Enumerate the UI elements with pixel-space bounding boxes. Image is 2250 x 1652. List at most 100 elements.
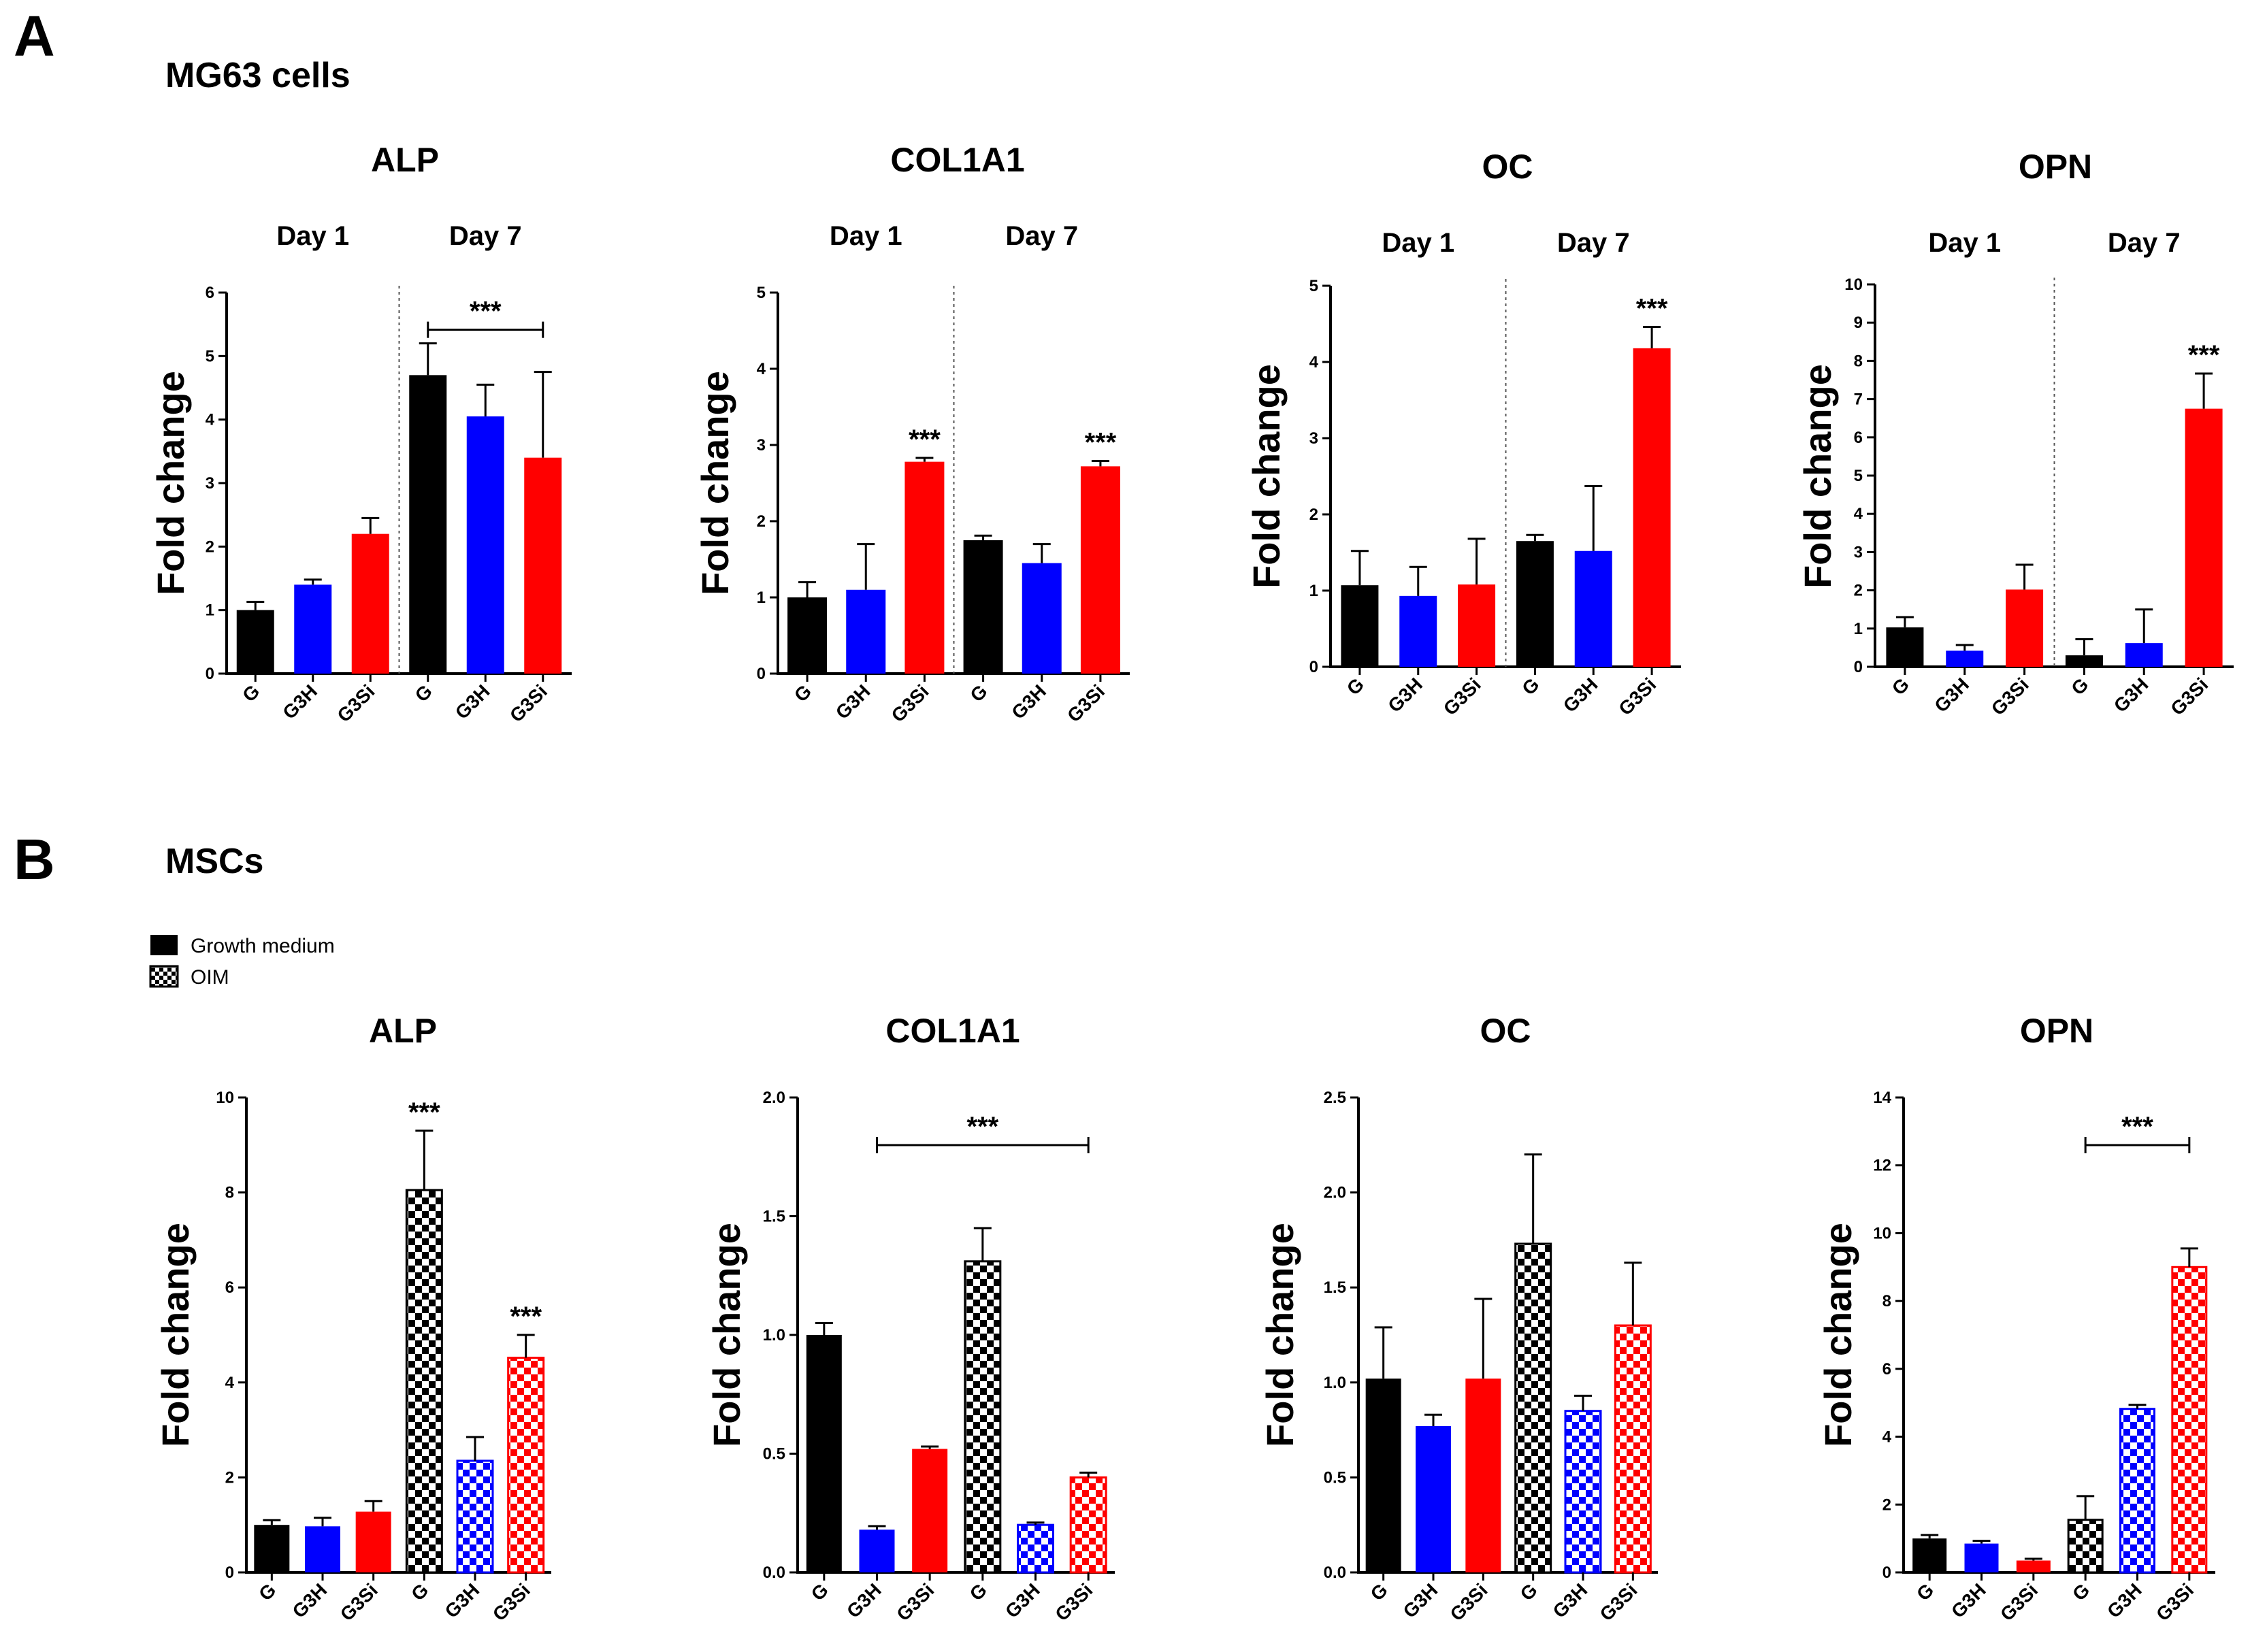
group-label: Day 7 [1557,228,1630,258]
category-label: G3H [2103,1579,2146,1622]
bar [806,1335,842,1572]
category-label: G3H [1549,1579,1592,1622]
category-label: G [1912,1579,1938,1604]
y-tick-label: 1 [206,601,214,620]
bar [1633,348,1671,667]
chart-title: ALP [369,1012,437,1050]
category-label: G3Si [1063,680,1109,726]
category-label: G3Si [1596,1579,1642,1625]
y-tick-label: 2 [1882,1496,1891,1514]
significance-label: *** [909,425,941,455]
category-label: G3Si [489,1579,534,1625]
y-tick-label: 7 [1854,391,1863,409]
category-label: G3Si [2152,1579,2198,1625]
bar [1946,650,1984,667]
bar [964,1260,1002,1574]
bar [1886,627,1924,667]
category-label: G3H [1930,674,1973,716]
y-tick-label: 5 [757,284,766,302]
significance-label: *** [2188,340,2220,370]
bar [846,589,886,674]
category-label: G3H [1007,680,1050,723]
bar [507,1357,545,1574]
y-axis-label: Fold change [1796,364,1839,589]
y-tick-label: 0 [225,1564,234,1582]
chart-title: COL1A1 [890,141,1024,179]
y-axis-label: Fold change [694,371,736,595]
bar [2016,1560,2051,1572]
y-tick-label: 2 [1854,582,1863,600]
bar [1017,1523,1054,1574]
y-tick-label: 0 [757,665,766,683]
bar [1458,584,1496,667]
bar [1514,1242,1552,1574]
significance-label: *** [470,297,502,327]
y-axis-label: Fold change [1258,1223,1301,1447]
bar [1964,1543,1999,1572]
category-label: G [238,680,263,706]
category-label: G3Si [1987,674,2033,719]
y-tick-label: 2 [757,512,766,531]
category-label: G3H [1559,674,1602,716]
chart-a-col1a1: COL1A1 Fold change 0 1 2 3 4 5 Day 1 Day 7 G G3H G3S… [694,141,1130,726]
y-tick-label: 1.5 [1324,1278,1346,1297]
bar [2171,1266,2208,1574]
group-label: Day 1 [1382,228,1454,258]
category-label: G3Si [1614,674,1660,719]
bar [1341,585,1379,667]
bar [2006,589,2044,667]
bar [524,457,562,674]
y-tick-label: 1.0 [1324,1374,1346,1392]
bar [2185,408,2223,667]
bar [409,375,447,674]
group-label: Day 1 [830,221,902,251]
category-label: G3H [2110,674,2153,716]
y-tick-label: 3 [757,436,766,455]
y-tick-label: 0.0 [1324,1564,1346,1582]
y-tick-label: 0 [1882,1564,1891,1582]
category-label: G3H [441,1579,484,1622]
y-tick-label: 10 [1844,276,1863,294]
panel-title-mg63: MG63 cells [165,56,350,95]
bar [466,416,504,674]
category-label: G [2067,674,2092,699]
category-label: G [1516,1579,1542,1604]
legend-swatch-growth-medium [150,935,178,955]
panel-title-mscs: MSCs [165,842,263,881]
chart-title: OC [1482,148,1533,186]
legend-swatch-oim [149,965,179,988]
group-label: Day 7 [2108,228,2181,258]
bar [456,1459,494,1574]
category-label: G [2068,1579,2093,1604]
chart-a-alp: ALP Fold change 0 1 2 3 4 5 6 Day 1 Day 7 G G3H G3Si G… [149,141,572,726]
panel-letter-b: B [14,827,55,891]
category-label: G3Si [887,680,933,726]
chart-title: OC [1480,1012,1531,1050]
legend-label-growth-medium: Growth medium [191,935,335,957]
bar [294,584,332,674]
bar [2119,1408,2155,1574]
category-label: G3H [1947,1579,1990,1622]
significance-label: *** [408,1097,440,1127]
y-tick-label: 2 [1309,506,1318,524]
category-label: G3Si [1439,674,1485,719]
y-axis-label: Fold change [1816,1223,1859,1447]
y-tick-label: 10 [1873,1224,1891,1242]
y-axis-label: Fold change [149,371,192,595]
y-tick-label: 6 [206,284,214,302]
y-tick-label: 0 [1854,658,1863,676]
category-label: G3H [843,1579,885,1622]
bar [963,540,1003,674]
bar [1574,550,1612,667]
category-label: G3H [1001,1579,1044,1622]
y-tick-label: 0.5 [763,1445,785,1464]
significance-label: *** [1085,428,1117,458]
bar [254,1525,290,1572]
category-label: G3Si [336,1579,382,1625]
y-tick-label: 0.5 [1324,1468,1346,1487]
y-tick-label: 5 [206,347,214,365]
category-label: G [1343,674,1368,699]
bar [1465,1378,1501,1572]
category-label: G [1888,674,1913,699]
